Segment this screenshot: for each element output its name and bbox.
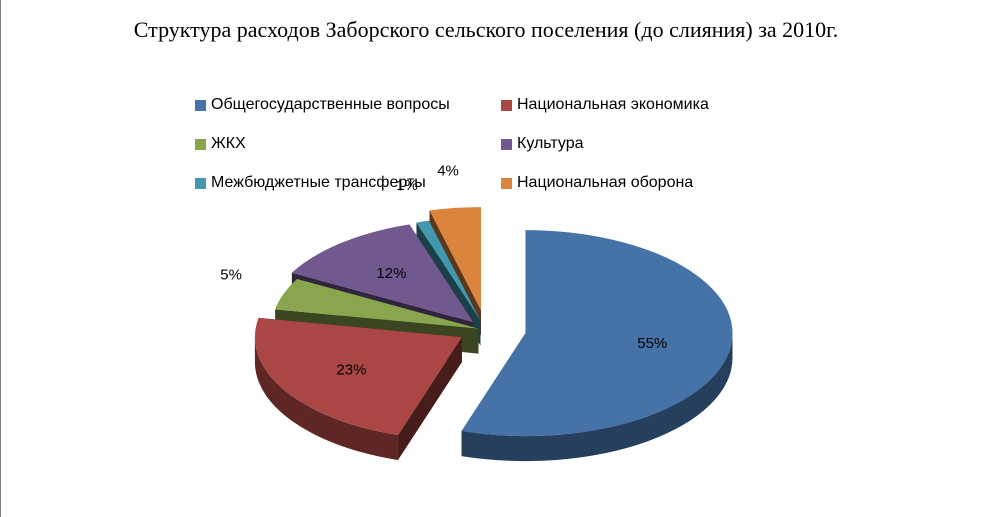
- slice-top: [275, 279, 479, 329]
- legend-item: Культура: [501, 133, 584, 155]
- legend-item: Общегосударственные вопросы: [195, 94, 450, 116]
- slice-wall: [397, 337, 462, 461]
- legend-swatch: [501, 99, 512, 111]
- legend-swatch: [501, 138, 512, 150]
- legend: Общегосударственные вопросы Национальная …: [195, 94, 795, 204]
- legend-label: Общегосударственные вопросы: [211, 96, 450, 113]
- legend-label: Национальная экономика: [517, 96, 709, 113]
- legend-swatch: [501, 177, 512, 189]
- slice-top: [291, 224, 474, 323]
- legend-label: ЖКХ: [211, 135, 246, 152]
- slice-top: [416, 220, 481, 321]
- slice-data-label: 12%: [376, 265, 406, 282]
- legend-label: Межбюджетные трансферты: [211, 174, 426, 191]
- legend-item: Национальная оборона: [501, 172, 693, 194]
- legend-label: Культура: [517, 135, 584, 152]
- pie-slice: [254, 317, 462, 461]
- slice-data-label: 1%: [396, 177, 418, 194]
- legend-swatch: [195, 138, 206, 150]
- legend-item: Национальная экономика: [501, 94, 709, 116]
- legend-item: ЖКХ: [195, 133, 246, 155]
- slice-side: [254, 337, 398, 461]
- legend-swatch: [195, 177, 206, 189]
- slice-top: [461, 230, 733, 437]
- legend-swatch: [195, 99, 206, 111]
- pie-slice: [461, 230, 733, 462]
- slice-data-label: 5%: [220, 266, 242, 283]
- slice-top: [429, 207, 481, 311]
- legend-item: Межбюджетные трансферты: [195, 172, 426, 194]
- legend-label: Национальная оборона: [517, 174, 694, 191]
- slice-data-label: 23%: [336, 362, 366, 379]
- chart-title: Структура расходов Заборского сельского …: [133, 17, 839, 42]
- slice-top: [254, 317, 462, 436]
- slice-data-label: 4%: [437, 162, 459, 179]
- slice-side: [461, 333, 733, 462]
- slice-data-label: 55%: [637, 335, 667, 352]
